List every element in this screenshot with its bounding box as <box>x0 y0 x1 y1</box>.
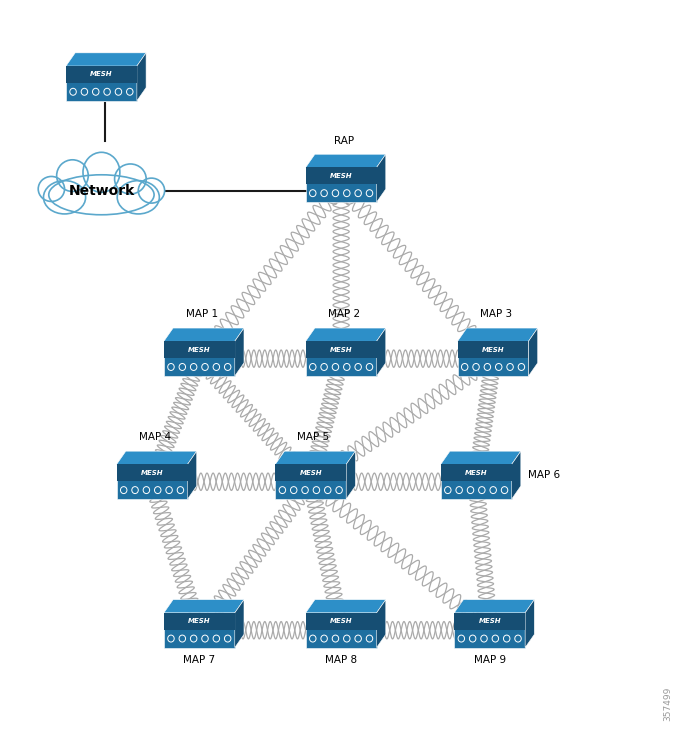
Polygon shape <box>235 599 244 647</box>
Ellipse shape <box>138 178 165 203</box>
Polygon shape <box>164 599 244 613</box>
Text: MESH: MESH <box>482 347 504 353</box>
Polygon shape <box>116 464 187 499</box>
Polygon shape <box>441 464 512 499</box>
Polygon shape <box>235 328 244 376</box>
Text: MAP 6: MAP 6 <box>528 470 559 480</box>
Text: MAP 8: MAP 8 <box>325 655 357 665</box>
Text: MESH: MESH <box>330 619 353 624</box>
Polygon shape <box>66 53 146 66</box>
Text: MESH: MESH <box>330 173 353 179</box>
Text: MAP 3: MAP 3 <box>480 310 512 319</box>
Polygon shape <box>306 613 377 647</box>
Polygon shape <box>66 66 137 101</box>
Text: MESH: MESH <box>141 470 163 476</box>
Polygon shape <box>528 328 537 376</box>
Polygon shape <box>457 341 528 358</box>
Polygon shape <box>306 168 377 202</box>
Polygon shape <box>454 599 535 613</box>
Text: MAP 9: MAP 9 <box>473 655 506 665</box>
Text: MESH: MESH <box>465 470 488 476</box>
Polygon shape <box>137 53 146 101</box>
Polygon shape <box>441 452 521 464</box>
Polygon shape <box>441 464 512 481</box>
Text: MAP 1: MAP 1 <box>186 310 218 319</box>
Polygon shape <box>454 613 525 647</box>
Text: RAP: RAP <box>334 135 354 146</box>
Text: MAP 5: MAP 5 <box>298 432 329 443</box>
Text: MAP 7: MAP 7 <box>183 655 216 665</box>
Polygon shape <box>457 328 537 341</box>
Polygon shape <box>187 452 197 499</box>
Polygon shape <box>454 613 525 630</box>
Polygon shape <box>306 154 386 168</box>
Ellipse shape <box>49 175 154 215</box>
Text: MAP 4: MAP 4 <box>138 432 171 443</box>
Polygon shape <box>306 341 377 358</box>
Polygon shape <box>276 464 346 481</box>
Polygon shape <box>276 452 356 464</box>
Polygon shape <box>512 452 521 499</box>
Polygon shape <box>306 328 386 341</box>
Polygon shape <box>116 464 187 481</box>
Text: MESH: MESH <box>330 347 353 353</box>
Text: MAP 2: MAP 2 <box>328 310 360 319</box>
Polygon shape <box>276 464 346 499</box>
Polygon shape <box>346 452 356 499</box>
Ellipse shape <box>83 152 120 192</box>
Polygon shape <box>377 154 386 202</box>
Text: 357499: 357499 <box>663 687 672 721</box>
Text: MESH: MESH <box>300 470 322 476</box>
Polygon shape <box>306 341 377 376</box>
Polygon shape <box>66 66 137 83</box>
Polygon shape <box>164 328 244 341</box>
Text: MESH: MESH <box>90 72 113 78</box>
Ellipse shape <box>117 180 159 214</box>
Ellipse shape <box>114 164 146 194</box>
Polygon shape <box>457 341 528 376</box>
Polygon shape <box>525 599 535 647</box>
Polygon shape <box>306 168 377 184</box>
Text: MESH: MESH <box>188 619 211 624</box>
Ellipse shape <box>38 177 65 202</box>
Polygon shape <box>164 341 235 358</box>
Text: Network: Network <box>68 183 134 197</box>
Polygon shape <box>116 452 197 464</box>
Text: MESH: MESH <box>188 347 211 353</box>
Polygon shape <box>377 328 386 376</box>
Polygon shape <box>306 599 386 613</box>
Ellipse shape <box>56 160 88 191</box>
Polygon shape <box>164 613 235 647</box>
Text: MESH: MESH <box>478 619 501 624</box>
Polygon shape <box>164 341 235 376</box>
Polygon shape <box>164 613 235 630</box>
Ellipse shape <box>43 180 85 214</box>
Polygon shape <box>306 613 377 630</box>
Polygon shape <box>377 599 386 647</box>
